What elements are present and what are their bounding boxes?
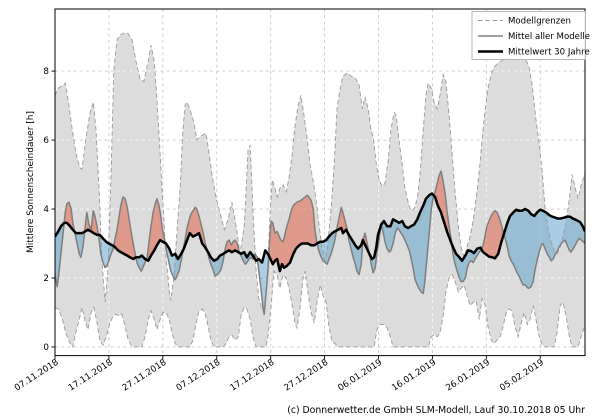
x-tick-label: 27.12.2018 <box>283 358 331 394</box>
upper-bound-line <box>55 32 585 310</box>
y-tick-label: 2 <box>43 274 49 284</box>
fill-above-normal <box>113 197 136 260</box>
fill-above-normal <box>64 202 75 232</box>
y-axis-title: Mittlere Sonnenscheindauer [h] <box>26 111 36 253</box>
model-range-band <box>55 33 585 347</box>
x-tick-label: 07.11.2018 <box>13 358 61 394</box>
legend-label: Mittel aller Modelle <box>508 32 590 42</box>
legend: Modellgrenzen Mittel aller Modelle Mittelw… <box>471 11 590 60</box>
fill-above-normal <box>336 209 348 233</box>
fill-above-normal <box>268 195 318 271</box>
fill-below-normal <box>347 232 364 274</box>
x-tick-label: 07.12.2018 <box>175 358 223 394</box>
model-mean-line <box>55 170 585 315</box>
x-tick-label: 26.01.2019 <box>444 358 492 394</box>
fill-below-normal <box>503 209 585 288</box>
fill-above-normal <box>481 211 504 259</box>
x-tick-label: 16.01.2019 <box>390 358 438 394</box>
x-tick-label: 17.12.2018 <box>229 358 277 394</box>
y-tick-label: 8 <box>43 67 49 77</box>
x-tick-label: 17.11.2018 <box>67 358 115 394</box>
legend-label: Modellgrenzen <box>508 17 571 27</box>
mean30-line <box>55 192 585 273</box>
x-tick-label: 06.01.2019 <box>336 358 384 394</box>
x-tick-label: 27.11.2018 <box>121 358 169 394</box>
fill-above-normal <box>433 172 452 245</box>
lower-bound-line <box>55 270 585 349</box>
footer-credit: (c) Donnerwetter.de GmbH SLM-Modell, Lau… <box>287 405 585 416</box>
y-tick-label: 4 <box>43 205 49 215</box>
y-tick-label: 6 <box>43 136 49 146</box>
fill-below-normal <box>381 194 434 294</box>
x-tick-label: 05.02.2019 <box>498 358 546 394</box>
y-tick-label: 0 <box>43 343 49 353</box>
fill-below-normal <box>135 255 147 272</box>
fill-below-normal <box>257 250 269 313</box>
legend-label: Mittelwert 30 Jahre <box>508 48 590 58</box>
plot-area <box>55 9 585 356</box>
axes-frame <box>54 8 586 357</box>
